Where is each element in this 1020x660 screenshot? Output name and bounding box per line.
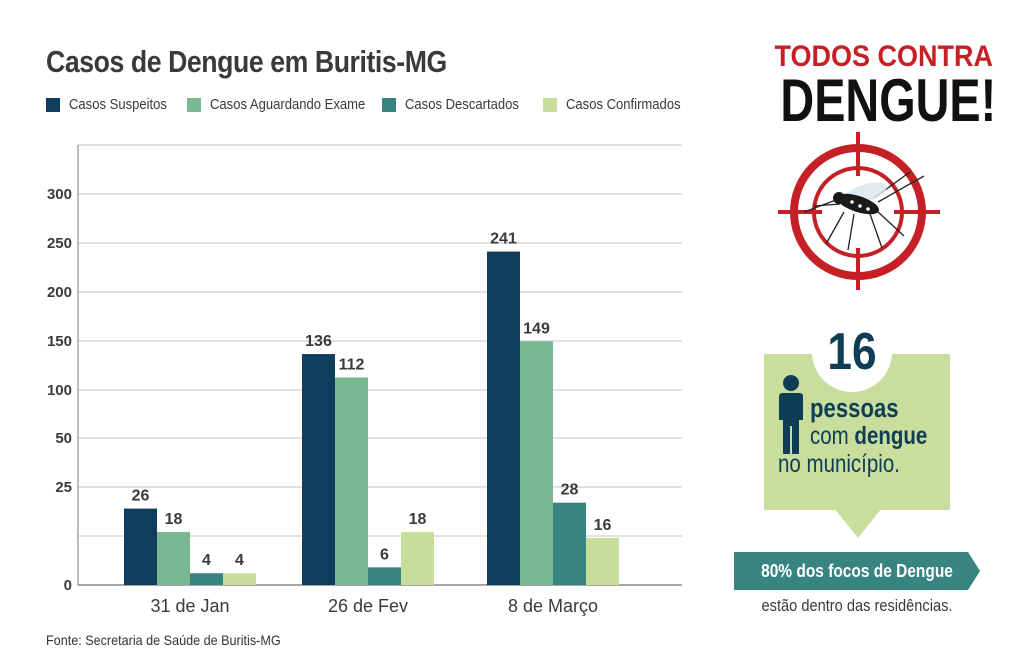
data-label: 28 <box>561 482 579 499</box>
mosquito-target-icon <box>778 132 940 290</box>
data-label: 149 <box>523 320 550 337</box>
count-label-line2-b: dengue <box>854 422 928 450</box>
count-label-line2: com dengue <box>810 422 927 451</box>
y-tick-label: 300 <box>47 186 72 203</box>
legend-label-suspeitos: Casos Suspeitos <box>69 97 167 113</box>
bar <box>335 377 368 585</box>
y-tick-label: 0 <box>64 577 72 594</box>
bar <box>124 508 157 585</box>
chart-title: Casos de Dengue em Buritis-MG <box>46 44 447 79</box>
bar-chart: 0 25 50 100 150 200 250 300 26 18 4 4 31 de Jan 136 11… <box>47 144 682 616</box>
legend-item: Casos Aguardando Exame <box>187 96 383 114</box>
data-label: 4 <box>202 552 211 569</box>
legend-swatch-confirmados <box>543 98 557 112</box>
y-tick-label: 150 <box>47 333 72 350</box>
person-icon <box>779 375 803 454</box>
source-note: Fonte: Secretaria de Saúde de Buritis-MG <box>46 632 281 648</box>
bar <box>302 354 335 585</box>
y-tick-label: 200 <box>47 284 72 301</box>
bar <box>520 341 553 585</box>
y-tick-label: 250 <box>47 235 72 252</box>
bar <box>190 573 223 585</box>
legend-label-aguardando: Casos Aguardando Exame <box>210 97 366 113</box>
bar <box>368 567 401 585</box>
x-tick-label: 8 de Março <box>508 596 598 616</box>
info-bubble-tail <box>834 508 882 538</box>
y-tick-label: 25 <box>55 479 72 496</box>
count-label-line3: no município. <box>778 450 900 478</box>
focus-note: estão dentro das residências. <box>761 596 953 615</box>
data-label: 18 <box>409 511 427 528</box>
data-label: 4 <box>235 552 244 569</box>
legend-label-confirmados: Casos Confirmados <box>566 97 681 113</box>
data-label: 26 <box>132 488 150 505</box>
x-tick-label: 26 de Fev <box>328 596 408 616</box>
legend-swatch-suspeitos <box>46 98 60 112</box>
x-tick-label: 31 de Jan <box>150 596 229 616</box>
bar <box>487 251 520 586</box>
data-label: 18 <box>165 511 183 528</box>
infected-count: 16 <box>827 323 877 381</box>
data-label: 136 <box>305 333 332 350</box>
legend-item: Casos Confirmados <box>543 96 693 114</box>
bar <box>157 532 190 585</box>
focus-banner-text: 80% dos focos de Dengue <box>761 561 953 581</box>
focus-banner-shape <box>734 552 980 590</box>
count-label-line1: pessoas <box>810 393 899 423</box>
bar <box>401 532 434 585</box>
bar <box>553 502 586 585</box>
campaign-heading-bottom: DENGUE! <box>780 67 997 134</box>
campaign-heading-top: TODOS CONTRA <box>774 40 994 73</box>
legend-item: Casos Suspeitos <box>46 96 178 114</box>
legend-swatch-aguardando <box>187 98 201 112</box>
data-label: 6 <box>380 546 389 563</box>
data-label: 16 <box>594 517 612 534</box>
data-label: 112 <box>339 356 365 373</box>
count-circle <box>812 312 892 392</box>
count-label-line2-a: com <box>810 422 855 450</box>
y-tick-label: 100 <box>47 382 72 399</box>
legend-swatch-descartados <box>382 98 396 112</box>
data-label: 241 <box>490 231 517 248</box>
bar <box>223 573 256 585</box>
legend-item: Casos Descartados <box>382 96 532 114</box>
bar <box>586 537 619 585</box>
legend-label-descartados: Casos Descartados <box>405 97 519 113</box>
y-tick-label: 50 <box>55 430 72 447</box>
